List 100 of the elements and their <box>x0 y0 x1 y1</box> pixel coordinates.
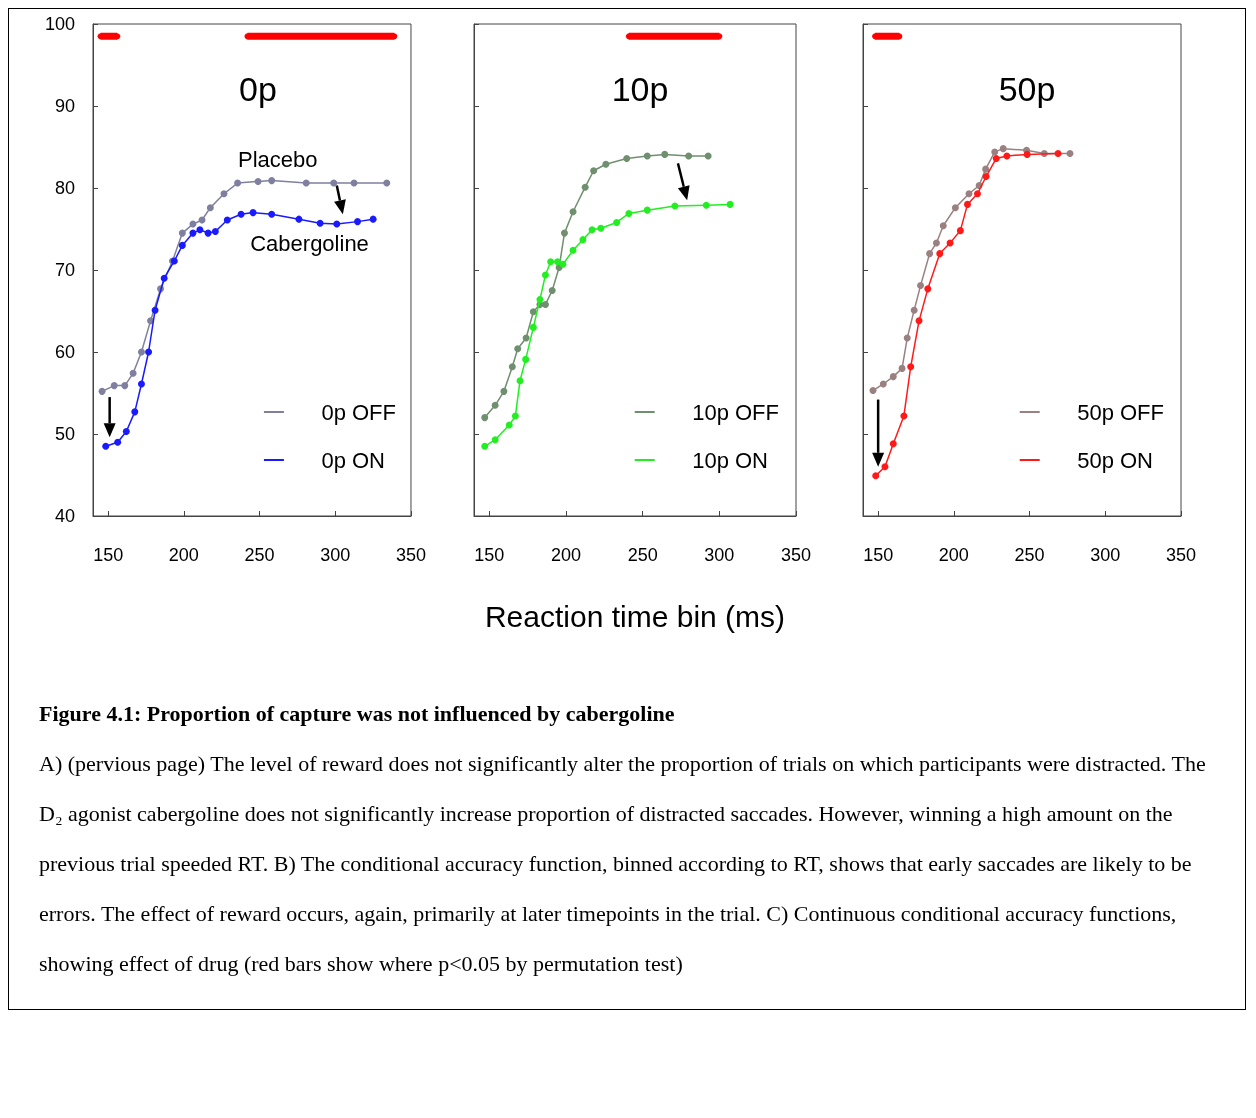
point <box>903 334 911 342</box>
point <box>237 210 245 218</box>
point <box>102 442 110 450</box>
y-tick-label: 60 <box>54 342 75 362</box>
x-tick-label: 250 <box>244 545 275 565</box>
x-tick-label: 150 <box>863 545 894 565</box>
point <box>500 387 508 395</box>
point <box>295 215 303 223</box>
legend-label: 0p OFF <box>321 399 397 425</box>
point <box>1023 150 1031 158</box>
x-tick-label: 350 <box>780 545 812 565</box>
point <box>924 285 932 293</box>
point <box>643 206 651 214</box>
point <box>129 369 137 377</box>
x-tick-label: 350 <box>1165 545 1197 565</box>
point <box>623 154 631 162</box>
point <box>936 250 944 258</box>
point <box>917 282 925 290</box>
point <box>992 154 1000 162</box>
point <box>869 387 877 395</box>
point <box>354 218 362 226</box>
point <box>590 167 598 175</box>
point <box>588 226 596 234</box>
x-tick-label: 350 <box>395 545 427 565</box>
point <box>579 236 587 244</box>
point <box>881 463 889 471</box>
y-tick-label: 50 <box>54 424 75 444</box>
point <box>910 306 918 314</box>
point <box>234 179 242 187</box>
point <box>685 152 693 160</box>
x-tick-label: 200 <box>550 545 582 565</box>
point <box>926 250 934 258</box>
point <box>122 428 130 436</box>
point <box>982 173 990 181</box>
x-tick-label: 150 <box>93 545 124 565</box>
point <box>481 442 489 450</box>
legend-label: 10p ON <box>692 447 769 473</box>
point <box>330 179 338 187</box>
point <box>898 364 906 372</box>
point <box>547 258 555 266</box>
point <box>991 148 999 156</box>
y-tick-label: 100 <box>44 14 75 34</box>
point <box>491 436 499 444</box>
legend-label: 10p OFF <box>692 399 779 425</box>
point <box>516 377 524 385</box>
x-tick-label: 300 <box>1090 545 1121 565</box>
point <box>333 220 341 228</box>
text: 50p <box>998 70 1056 108</box>
y-tick-label: 70 <box>54 260 75 280</box>
point <box>560 229 568 237</box>
x-tick-label: 250 <box>1014 545 1045 565</box>
legend-label: 50p OFF <box>1077 399 1164 425</box>
point <box>671 202 679 210</box>
point <box>481 414 489 422</box>
point <box>369 215 377 223</box>
point <box>529 308 537 316</box>
point <box>548 287 556 294</box>
point <box>160 274 168 282</box>
point <box>541 300 549 308</box>
point <box>999 145 1007 153</box>
x-tick-label: 150 <box>474 545 505 565</box>
point <box>211 227 219 235</box>
point <box>223 216 231 224</box>
point <box>98 387 106 395</box>
y-tick-label: 90 <box>54 96 75 116</box>
point <box>661 150 669 158</box>
point <box>879 380 887 388</box>
point <box>554 258 562 266</box>
x-tick-label: 250 <box>627 545 658 565</box>
point <box>702 201 710 209</box>
point <box>249 209 257 217</box>
point <box>508 363 516 371</box>
point <box>114 438 122 446</box>
point <box>491 401 499 409</box>
point <box>889 440 897 448</box>
point <box>613 218 621 226</box>
point <box>529 323 537 331</box>
x-axis-title: Reaction time bin (ms) <box>484 599 786 633</box>
y-tick-label: 80 <box>54 178 75 198</box>
point <box>1066 150 1074 158</box>
annotation: Cabergoline <box>250 231 369 257</box>
point <box>178 229 186 237</box>
legend-label: 0p ON <box>321 447 386 473</box>
point <box>889 373 897 381</box>
point <box>206 204 214 212</box>
point <box>302 179 310 187</box>
point <box>145 348 153 356</box>
x-tick-label: 200 <box>168 545 199 565</box>
point <box>110 382 118 390</box>
point <box>514 345 522 353</box>
point <box>569 246 577 254</box>
point <box>951 204 959 212</box>
point <box>726 200 734 208</box>
point <box>268 210 276 218</box>
point <box>196 226 204 234</box>
point <box>625 209 633 217</box>
point <box>121 382 129 390</box>
legend-label: 50p ON <box>1077 447 1154 473</box>
point <box>137 348 145 356</box>
point <box>511 412 519 420</box>
